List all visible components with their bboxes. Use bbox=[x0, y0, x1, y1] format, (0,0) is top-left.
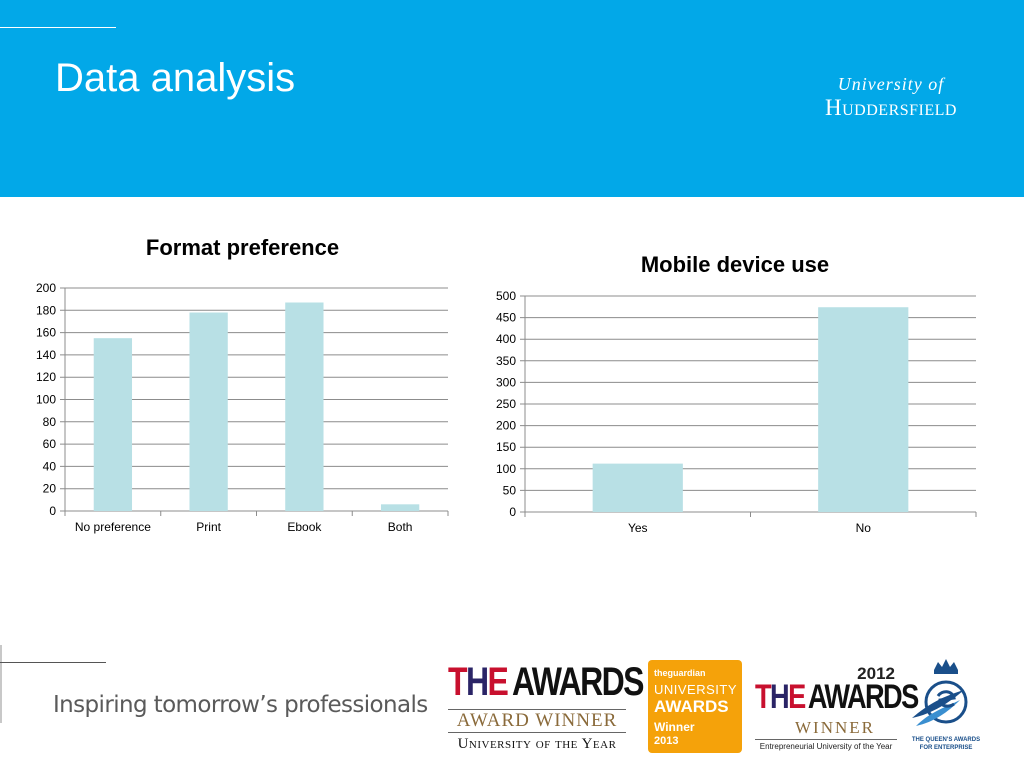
the-award-category: University of the Year bbox=[457, 736, 617, 752]
queens-award-logo: THE QUEEN'S AWARDS FOR ENTERPRISE bbox=[908, 656, 988, 756]
queens-award-text: THE QUEEN'S AWARDS FOR ENTERPRISE bbox=[911, 737, 981, 751]
chart-title-format-preference: Format preference bbox=[145, 235, 340, 260]
the2012-h: H bbox=[770, 678, 790, 716]
slide-header: Data analysis University of Huddersfield bbox=[0, 0, 1024, 197]
the-awards-2012-logo: 2012 THEAWARDS WINNER Entrepreneurial Un… bbox=[755, 660, 919, 756]
y-tick-label: 350 bbox=[496, 354, 516, 368]
y-tick-label: 160 bbox=[36, 326, 56, 340]
guardian-brand: theguardian bbox=[654, 668, 706, 678]
x-tick-label: Ebook bbox=[287, 520, 322, 534]
bar bbox=[380, 504, 420, 511]
y-tick-label: 100 bbox=[496, 462, 516, 476]
x-tick-label: No preference bbox=[75, 520, 151, 534]
y-tick-label: 200 bbox=[496, 419, 516, 433]
y-tick-label: 40 bbox=[43, 459, 57, 473]
university-logo-line2: Huddersfield bbox=[825, 95, 957, 120]
the2012-t: T bbox=[755, 678, 772, 716]
y-tick-label: 0 bbox=[509, 505, 516, 519]
the-2012-category: Entrepreneurial University of the Year bbox=[755, 739, 897, 751]
the-2012-wordmark: THEAWARDS bbox=[755, 678, 919, 717]
bar bbox=[818, 307, 909, 512]
the-e: E bbox=[487, 660, 508, 704]
the-2012-year: 2012 bbox=[857, 664, 895, 683]
guardian-line2: AWARDS bbox=[654, 697, 729, 716]
the-2012-winner: WINNER bbox=[795, 718, 875, 737]
footer-divider bbox=[0, 662, 106, 663]
y-tick-label: 140 bbox=[36, 348, 56, 362]
y-tick-label: 20 bbox=[43, 482, 57, 496]
queens-award-emblem-icon bbox=[912, 659, 968, 726]
header-rule bbox=[0, 27, 116, 28]
bar bbox=[592, 463, 683, 512]
the-awards-wordmark: THE AWARDS bbox=[448, 660, 644, 705]
the2012-e: E bbox=[788, 678, 806, 716]
the-award-winner: AWARD WINNER bbox=[448, 709, 626, 733]
x-tick-label: Print bbox=[196, 520, 221, 534]
y-tick-label: 0 bbox=[49, 504, 56, 518]
y-tick-label: 100 bbox=[36, 393, 56, 407]
guardian-line3: Winner bbox=[654, 720, 695, 734]
y-tick-label: 300 bbox=[496, 375, 516, 389]
y-tick-label: 60 bbox=[43, 437, 57, 451]
the-awards-logo: THE AWARDS AWARD WINNER University of the… bbox=[446, 660, 644, 756]
y-tick-label: 180 bbox=[36, 303, 56, 317]
guardian-line1: UNIVERSITY bbox=[654, 682, 738, 697]
the-awards-word: AWARDS bbox=[512, 660, 644, 704]
footer-left-rule bbox=[0, 645, 2, 723]
x-tick-label: No bbox=[856, 521, 872, 535]
y-tick-label: 400 bbox=[496, 332, 516, 346]
bar bbox=[285, 302, 324, 511]
x-tick-label: Both bbox=[388, 520, 413, 534]
y-tick-label: 450 bbox=[496, 311, 516, 325]
y-tick-label: 500 bbox=[496, 289, 516, 303]
guardian-awards-logo: theguardian UNIVERSITY AWARDS Winner 201… bbox=[648, 660, 742, 753]
chart-title-mobile-device-use: Mobile device use bbox=[640, 252, 830, 277]
the2012-awards-word: AWARDS bbox=[807, 678, 919, 716]
y-tick-label: 200 bbox=[36, 281, 56, 295]
x-tick-label: Yes bbox=[628, 521, 648, 535]
chart-format-preference: 0 20 40 60 80 100 120 140 160 180 200 No preference… bbox=[36, 281, 449, 534]
y-tick-label: 150 bbox=[496, 440, 516, 454]
bar bbox=[93, 338, 133, 511]
y-tick-label: 50 bbox=[503, 483, 517, 497]
the-h: H bbox=[465, 660, 489, 704]
tagline: Inspiring tomorrow’s professionals bbox=[53, 692, 428, 718]
the-t: T bbox=[448, 660, 468, 704]
y-tick-label: 250 bbox=[496, 397, 516, 411]
university-logo-line1: University of bbox=[837, 74, 945, 94]
slide-title: Data analysis bbox=[55, 56, 296, 100]
bar bbox=[189, 312, 228, 511]
university-logo: University of Huddersfield bbox=[806, 74, 976, 124]
y-tick-label: 80 bbox=[43, 415, 57, 429]
guardian-year: 2013 bbox=[654, 735, 679, 747]
chart-mobile-device-use: 0 50 100 150 200 250 300 350 400 450 500 Yes No bbox=[496, 289, 977, 535]
y-tick-label: 120 bbox=[36, 370, 56, 384]
